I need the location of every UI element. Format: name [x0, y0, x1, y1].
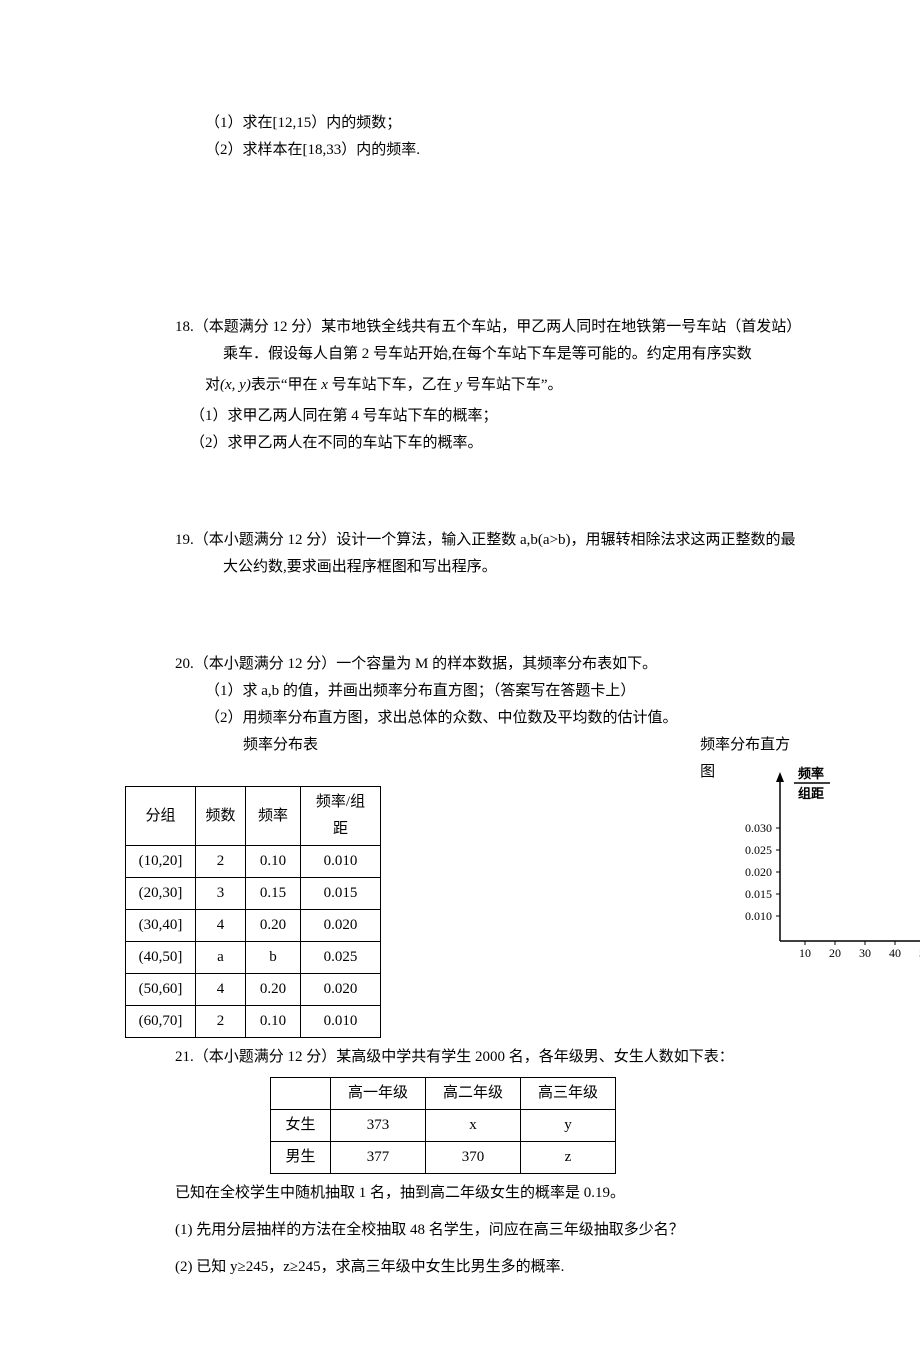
q21-sub2: (2) 已知 y≥245，z≥245，求高三年级中女生比男生多的概率.: [175, 1254, 800, 1281]
q21-line2: 已知在全校学生中随机抽取 1 名，抽到高二年级女生的概率是 0.19。: [175, 1180, 800, 1207]
q18-stem-1: 18.（本题满分 12 分）某市地铁全线共有五个车站，甲乙两人同时在地铁第一号车…: [175, 314, 800, 368]
table-row: (10,20]20.100.010: [126, 846, 381, 878]
svg-text:0.015: 0.015: [745, 887, 772, 901]
svg-text:40: 40: [889, 946, 901, 960]
q20-sub2: （2）用频率分布直方图，求出总体的众数、中位数及平均数的估计值。: [175, 705, 800, 732]
th: 频率/组距: [301, 787, 381, 846]
table-row: 女生373xy: [271, 1110, 616, 1142]
q18-stem-2: 对(x, y)表示“甲在 x 号车站下车，乙在 y 号车站下车”。: [175, 372, 800, 399]
q21-sub1: (1) 先用分层抽样的方法在全校抽取 48 名学生，问应在高三年级抽取多少名？: [175, 1217, 800, 1244]
table-row: 男生377370z: [271, 1142, 616, 1174]
q20-stem: 20.（本小题满分 12 分）一个容量为 M 的样本数据，其频率分布表如下。: [175, 651, 800, 678]
table-row: (20,30]30.150.015: [126, 878, 381, 910]
q17-sub2: （2）求样本在[18,33）内的频率.: [175, 137, 800, 164]
svg-text:组距: 组距: [798, 786, 824, 801]
table-row: (50,60]40.200.020: [126, 974, 381, 1006]
svg-text:30: 30: [859, 946, 871, 960]
q18-sub2: （2）求甲乙两人在不同的车站下车的概率。: [175, 430, 800, 457]
th: 频数: [196, 787, 246, 846]
table-row: 分组 频数 频率 频率/组距: [126, 787, 381, 846]
svg-text:0.020: 0.020: [745, 865, 772, 879]
table-row: 高一年级 高二年级 高三年级: [271, 1078, 616, 1110]
table-row: (60,70]20.100.010: [126, 1006, 381, 1038]
q17-sub1: （1）求在[12,15）内的频数；: [175, 110, 800, 137]
svg-text:0.010: 0.010: [745, 909, 772, 923]
freq-table: 分组 频数 频率 频率/组距 (10,20]20.100.010 (20,30]…: [125, 786, 381, 1038]
table-row: (30,40]40.200.020: [126, 910, 381, 942]
q18-sub1: （1）求甲乙两人同在第 4 号车站下车的概率；: [175, 403, 800, 430]
histogram-axes: 频率组距0.0100.0150.0200.0250.0301020304050: [735, 766, 920, 976]
svg-text:0.025: 0.025: [745, 843, 772, 857]
th: 分组: [126, 787, 196, 846]
q20-caption-left: 频率分布表: [175, 732, 490, 786]
q21-stem: 21.（本小题满分 12 分）某高级中学共有学生 2000 名，各年级男、女生人…: [175, 1044, 800, 1071]
svg-text:10: 10: [799, 946, 811, 960]
q20-sub1: （1）求 a,b 的值，并画出频率分布直方图；（答案写在答题卡上）: [175, 678, 800, 705]
q19-stem: 19.（本小题满分 12 分）设计一个算法，输入正整数 a,b(a>b)，用辗转…: [175, 527, 800, 581]
svg-text:20: 20: [829, 946, 841, 960]
grade-table: 高一年级 高二年级 高三年级 女生373xy 男生377370z: [270, 1077, 616, 1174]
svg-text:频率: 频率: [798, 766, 824, 781]
th: 频率: [246, 787, 301, 846]
table-row: (40,50]ab0.025: [126, 942, 381, 974]
svg-text:0.030: 0.030: [745, 821, 772, 835]
